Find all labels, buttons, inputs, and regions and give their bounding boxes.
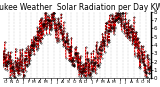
Title: Milwaukee Weather  Solar Radiation per Day KW/m2: Milwaukee Weather Solar Radiation per Da… xyxy=(0,3,160,12)
